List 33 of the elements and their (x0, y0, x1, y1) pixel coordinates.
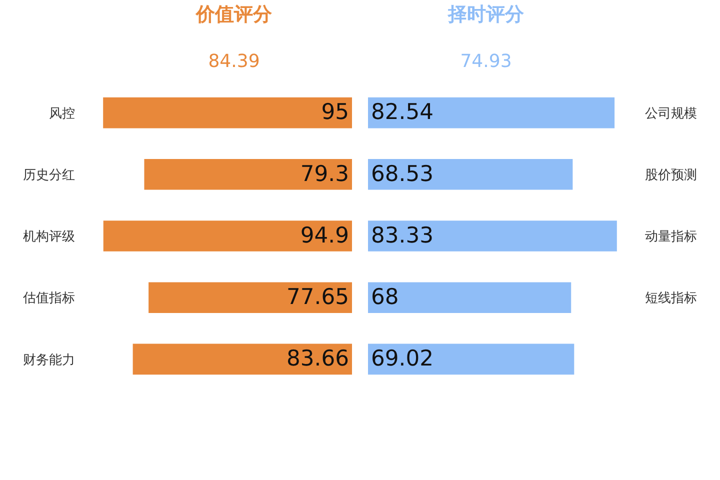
data-label: 68 (371, 285, 399, 310)
data-label: 68.53 (371, 162, 434, 187)
y-tick-label: 历史分红 (23, 168, 75, 183)
bar (144, 159, 352, 190)
y-tick-label: 风控 (49, 106, 75, 122)
data-label: 82.54 (371, 100, 434, 126)
y-tick-label: 股价预测 (645, 168, 697, 183)
data-label: 83.33 (371, 223, 434, 248)
chart-subtitle: 74.93 (460, 50, 512, 72)
data-label: 69.02 (371, 346, 434, 372)
y-tick-label: 机构评级 (23, 230, 75, 245)
y-tick-label: 公司规模 (645, 106, 697, 122)
bar (103, 97, 352, 128)
data-label: 79.3 (300, 162, 349, 187)
data-label: 77.65 (286, 285, 349, 310)
bar (368, 344, 574, 375)
bar (368, 220, 617, 252)
chart-title: 择时评分 (447, 4, 525, 26)
bar (148, 282, 352, 313)
y-tick-label: 财务能力 (23, 352, 75, 368)
chart-title: 价值评分 (195, 4, 273, 26)
data-label: 95 (321, 100, 349, 126)
data-label: 94.9 (300, 223, 349, 248)
bar (368, 159, 573, 190)
bar (103, 220, 352, 252)
y-tick-label: 估值指标 (22, 291, 75, 306)
data-label: 83.66 (286, 346, 349, 372)
bar (132, 344, 352, 375)
bar (368, 97, 615, 128)
y-tick-label: 动量指标 (645, 230, 697, 245)
y-tick-label: 短线指标 (645, 291, 697, 306)
chart-subtitle: 84.39 (208, 50, 260, 72)
bar (368, 282, 572, 313)
